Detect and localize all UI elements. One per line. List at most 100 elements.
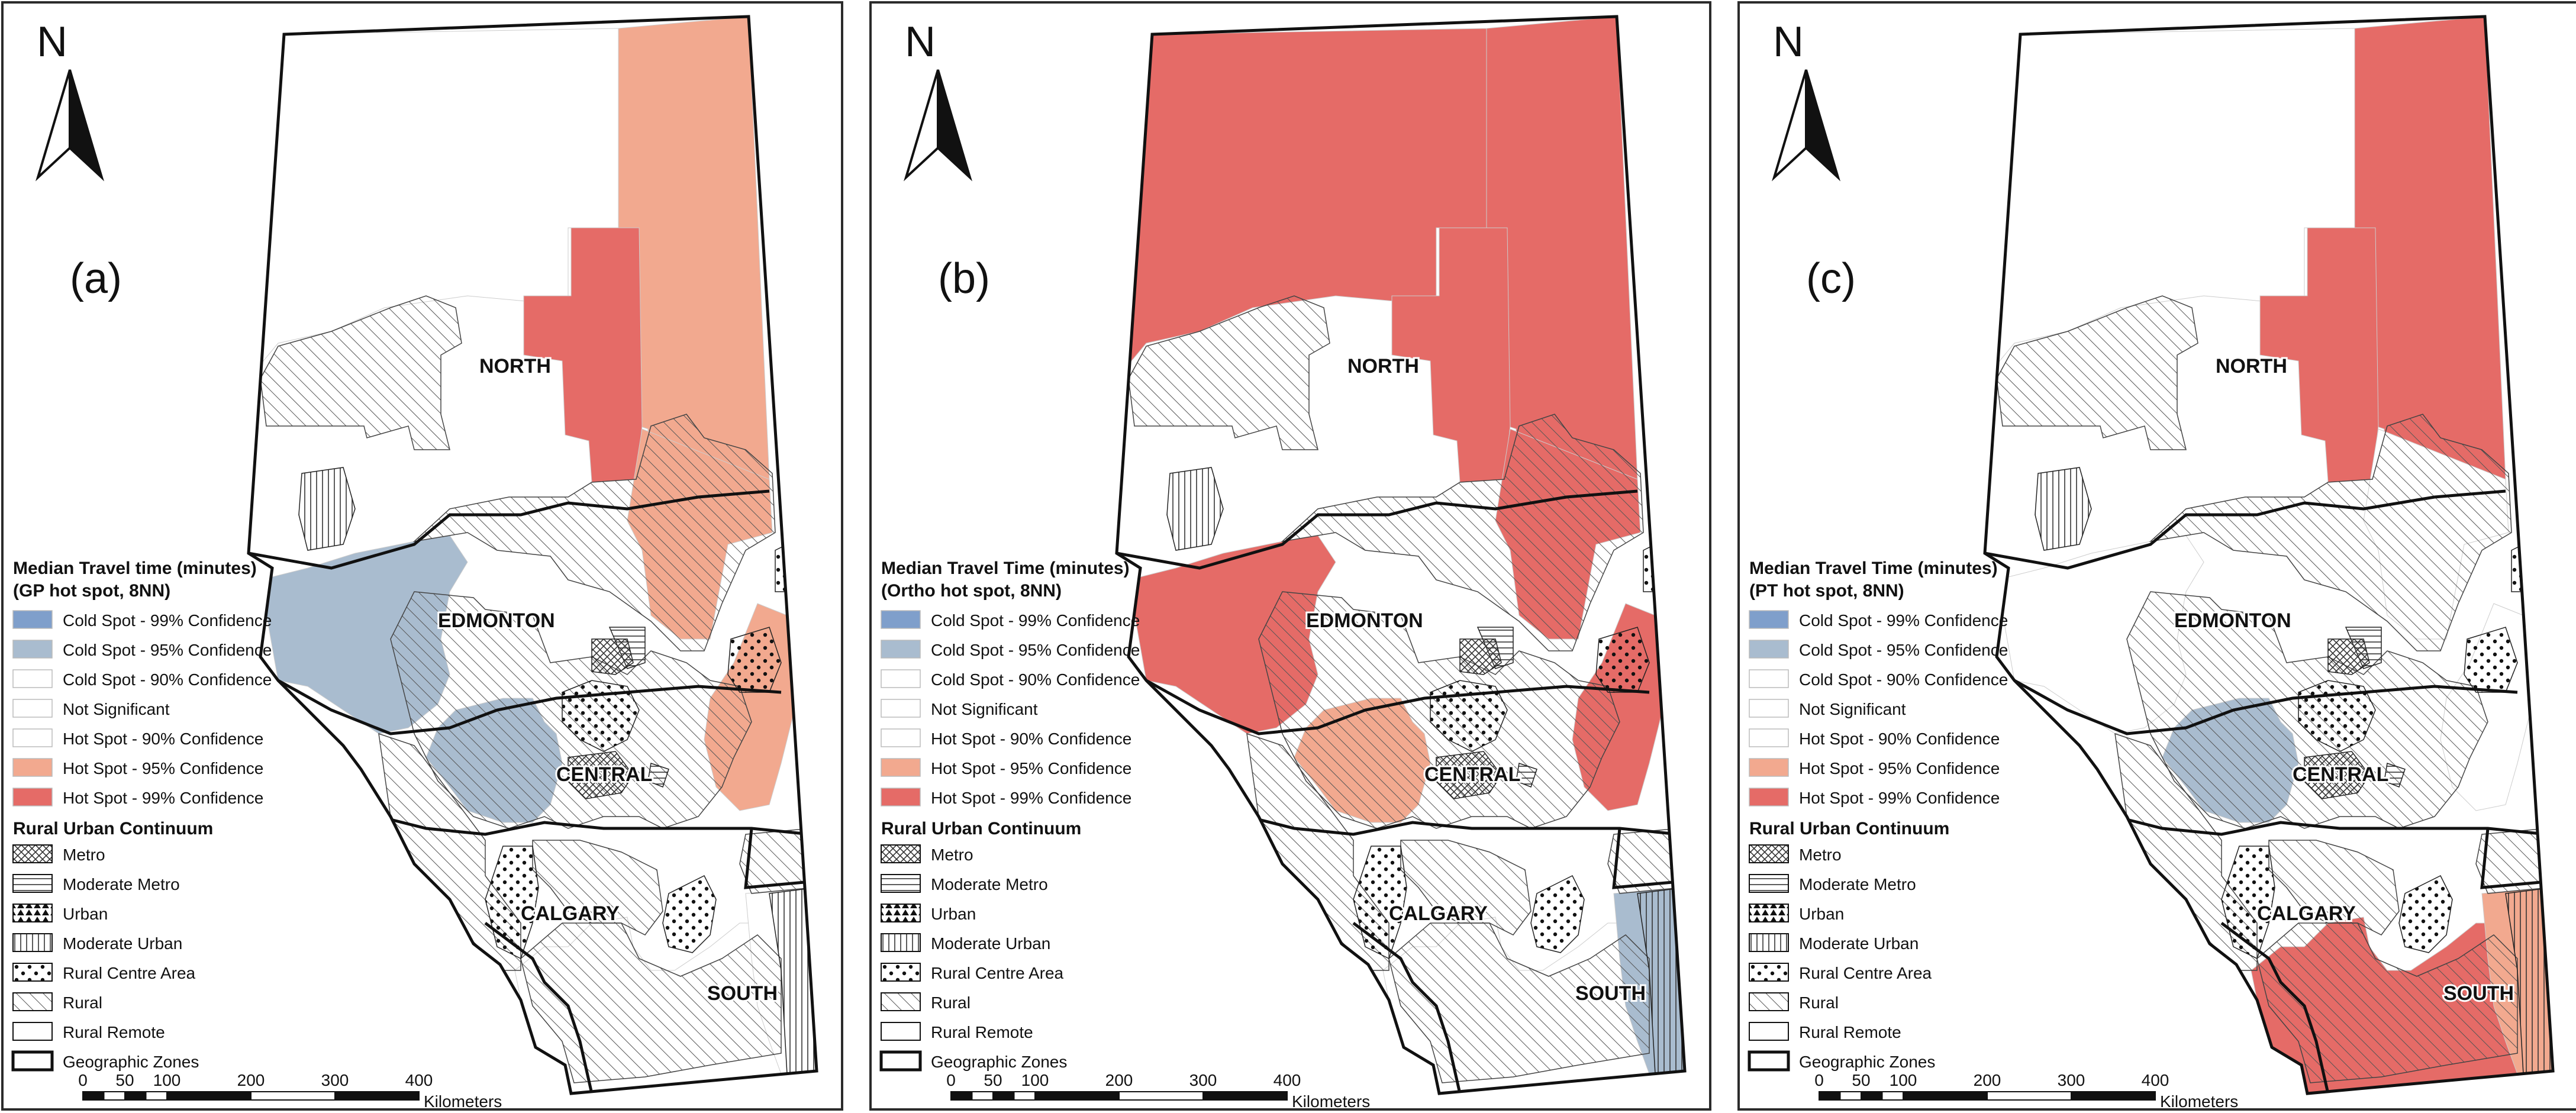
legend-swatch-hot95: [881, 758, 921, 777]
legend-subtitle: (Ortho hot spot, 8NN): [881, 581, 1062, 601]
ruc-metro: [2304, 751, 2370, 799]
legend: Median Travel Time (minutes) (Ortho hot s…: [879, 559, 1140, 1072]
ruc-moderate-urban: [298, 467, 356, 551]
ruc-swatch-moderate-metro: [1749, 874, 1789, 893]
scale-bar: 0 50 100 200 300 400 Kilometers: [1814, 1071, 2238, 1111]
scale-bar-segment: [124, 1091, 147, 1101]
geographic-zone-boundary: [1246, 815, 1679, 836]
ruc-item-label: Rural Remote: [1799, 1023, 1901, 1041]
ruc-item-label: Rural Centre Area: [931, 964, 1064, 982]
ruc-layer: [1117, 295, 1685, 1093]
ruc-item-label: Moderate Urban: [931, 934, 1050, 953]
north-arrow-icon: N: [904, 18, 972, 182]
legend-swatch-cold95: [881, 640, 921, 659]
geographic-zone-boundary: [744, 828, 811, 889]
scale-bar: 0 50 100 200 300 400 Kilometers: [78, 1071, 502, 1111]
ruc-swatch-urban: [881, 904, 921, 922]
ruc-swatch-rural: [12, 992, 53, 1011]
geographic-zone-boundary: [378, 815, 811, 836]
scale-tick-label: 50: [1852, 1071, 1870, 1089]
scale-bar-segment: [103, 1091, 125, 1101]
ruc-swatch-rural-remote: [12, 1022, 53, 1041]
map-body: NORTH EDMONTON CENTRAL CALGARY SOUTH: [247, 15, 818, 1095]
legend-swatch-cold90: [881, 669, 921, 688]
scale-bar-segment: [334, 1091, 420, 1101]
ruc-rural-area: [1128, 295, 1330, 450]
ruc-rural-area: [2149, 414, 2512, 651]
zone-label-edmonton: EDMONTON: [1306, 609, 1423, 632]
north-arrow-right: [69, 69, 104, 182]
geographic-zone-boundary: [1612, 828, 1679, 889]
ruc-item-label: Moderate Urban: [63, 934, 182, 953]
ruc-legend-title: Rural Urban Continuum: [881, 819, 1081, 838]
scale-bar-segment: [1839, 1091, 1862, 1101]
zone-label-central: CENTRAL: [1424, 763, 1520, 786]
zone-label-edmonton: EDMONTON: [2174, 609, 2291, 632]
ruc-swatch-rural-remote: [881, 1022, 921, 1041]
legend-item-label: Cold Spot - 90% Confidence: [931, 670, 1140, 689]
geographic-zone-boundary: [2220, 922, 2330, 1093]
ruc-rural-centre-area: [2221, 846, 2275, 960]
legend-swatch-cold90: [12, 669, 53, 688]
ruc-item-label: Urban: [931, 905, 976, 923]
legend-swatch-hot90: [12, 728, 53, 747]
ruc-metro: [591, 638, 634, 675]
ruc-metro: [1436, 751, 1502, 799]
ruc-item-label: Moderate Metro: [1799, 875, 1916, 893]
ruc-metro: [2327, 638, 2370, 675]
panel-label: (c): [1806, 255, 1856, 302]
scale-tick-label: 100: [1021, 1071, 1049, 1089]
zone-label-south: SOUTH: [707, 982, 778, 1005]
legend-item-label: Hot Spot - 99% Confidence: [63, 789, 263, 807]
geographic-zone-boundary: [1117, 489, 1638, 570]
scale-bar-segment: [145, 1091, 167, 1101]
scale-tick-label: 300: [321, 1071, 349, 1089]
legend-swatch-cold99: [1749, 610, 1789, 629]
geographic-zone-boundary: [2013, 679, 2518, 735]
ruc-swatch-metro: [1749, 844, 1789, 863]
zone-label-calgary: CALGARY: [2257, 902, 2356, 925]
scale-bar-segment: [971, 1091, 994, 1101]
ruc-rural-centre-area: [1530, 875, 1585, 953]
legend-swatch-cold99: [881, 610, 921, 629]
ruc-item-label: Metro: [931, 846, 973, 864]
scale-tick-label: 50: [115, 1071, 134, 1089]
scale-bar-segment: [1819, 1091, 1841, 1101]
scale-bar-segment: [1861, 1091, 1883, 1101]
ruc-swatch-rural: [881, 992, 921, 1011]
geographic-zone-boundary: [277, 679, 782, 735]
legend-item-label: Hot Spot - 95% Confidence: [1799, 759, 2000, 778]
ruc-item-label: Urban: [63, 905, 108, 923]
geographic-zone-boundary: [2114, 815, 2548, 836]
ruc-item-label: Geographic Zones: [63, 1053, 199, 1071]
ruc-item-label: Rural: [931, 993, 971, 1012]
legend-subtitle: (PT hot spot, 8NN): [1749, 581, 1904, 601]
geographic-zone-boundary: [249, 489, 770, 570]
map-body: NORTH EDMONTON CENTRAL CALGARY SOUTH: [1115, 15, 1687, 1095]
ruc-rural-area: [532, 840, 663, 935]
scale-bar-segment: [1202, 1091, 1288, 1101]
north-arrow-icon: N: [36, 18, 104, 182]
legend-swatch-hot99: [12, 788, 53, 806]
ruc-rural-area: [260, 295, 462, 450]
ruc-swatch-urban: [1749, 904, 1789, 922]
scale-unit-label: Kilometers: [424, 1092, 502, 1111]
panel-label: (b): [938, 255, 990, 302]
ruc-item-label: Geographic Zones: [1799, 1053, 1935, 1071]
scale-tick-label: 100: [153, 1071, 181, 1089]
legend-item-label: Cold Spot - 99% Confidence: [931, 611, 1140, 630]
ruc-swatch-moderate-urban: [12, 933, 53, 952]
province-outline: [1115, 15, 1687, 1095]
legend-swatch-cold95: [12, 640, 53, 659]
geographic-zone-boundary: [2480, 828, 2548, 889]
scale-bar-segment: [82, 1091, 105, 1101]
legend-item-label: Cold Spot - 90% Confidence: [1799, 670, 2008, 689]
map-body: NORTH EDMONTON CENTRAL CALGARY SOUTH: [1983, 15, 2555, 1095]
ruc-item-label: Geographic Zones: [931, 1053, 1067, 1071]
scale-tick-label: 200: [1974, 1071, 2001, 1089]
ruc-rural-centre-area: [485, 846, 539, 960]
legend-title: Median Travel time (minutes): [13, 559, 257, 578]
ruc-item-label: Rural Centre Area: [63, 964, 196, 982]
scale-tick-label: 400: [1274, 1071, 1301, 1089]
legend-swatch-cold99: [12, 610, 53, 629]
